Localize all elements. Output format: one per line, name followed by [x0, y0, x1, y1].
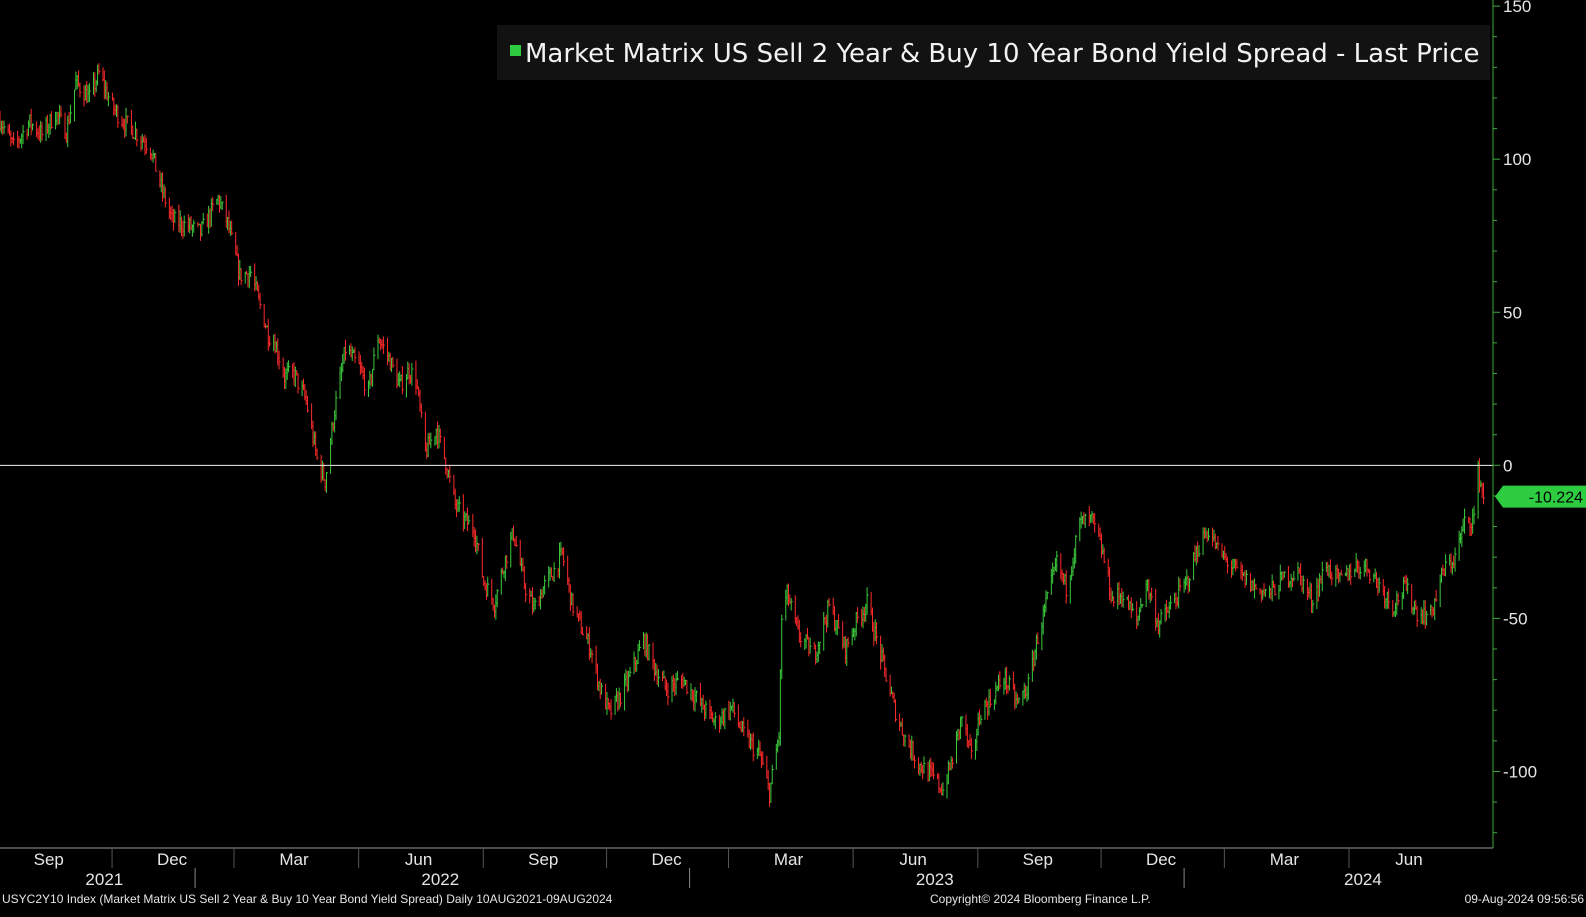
y-tick-label: 50 — [1503, 303, 1522, 322]
x-year-label: 2024 — [1344, 870, 1382, 889]
y-tick-label: 0 — [1503, 456, 1512, 475]
last-price-tag: -10.224 — [1495, 485, 1586, 508]
x-month-label: Jun — [1395, 850, 1422, 869]
x-month-label: Mar — [1270, 850, 1300, 869]
x-month-label: Sep — [528, 850, 558, 869]
footer-index-description: USYC2Y10 Index (Market Matrix US Sell 2 … — [2, 892, 613, 906]
price-bars-layer — [0, 63, 1486, 807]
x-month-label: Dec — [157, 850, 188, 869]
x-month-label: Dec — [651, 850, 682, 869]
y-tick-label: -100 — [1503, 762, 1537, 781]
y-tick-label: 150 — [1503, 0, 1531, 16]
x-month-label: Mar — [774, 850, 804, 869]
footer: USYC2Y10 Index (Market Matrix US Sell 2 … — [2, 892, 1584, 906]
last-price-label: -10.224 — [1529, 490, 1583, 507]
legend-background — [497, 25, 1490, 80]
x-axis: Sep Dec Mar Jun Sep Dec Mar Jun Sep Dec Mar Jun 2021… — [0, 847, 1493, 889]
y-tick-label: -50 — [1503, 609, 1528, 628]
x-year-label: 2023 — [916, 870, 954, 889]
x-month-label: Jun — [899, 850, 926, 869]
footer-copyright: Copyright© 2024 Bloomberg Finance L.P. — [930, 892, 1151, 906]
x-month-label: Mar — [279, 850, 309, 869]
footer-timestamp: 09-Aug-2024 09:56:56 — [1465, 892, 1585, 906]
y-axis: 150 100 50 0 -50 -100 — [1492, 0, 1537, 848]
x-month-label: Jun — [405, 850, 432, 869]
y-tick-label: 100 — [1503, 150, 1531, 169]
x-month-label: Sep — [1023, 850, 1053, 869]
x-year-label: 2021 — [85, 870, 123, 889]
x-month-label: Sep — [34, 850, 64, 869]
x-month-label: Dec — [1146, 850, 1177, 869]
legend: Market Matrix US Sell 2 Year & Buy 10 Ye… — [497, 25, 1490, 80]
chart-title: Market Matrix US Sell 2 Year & Buy 10 Ye… — [525, 39, 1480, 69]
x-year-label: 2022 — [421, 870, 459, 889]
last-price-tag-shape — [1495, 485, 1586, 508]
legend-swatch — [510, 45, 521, 56]
